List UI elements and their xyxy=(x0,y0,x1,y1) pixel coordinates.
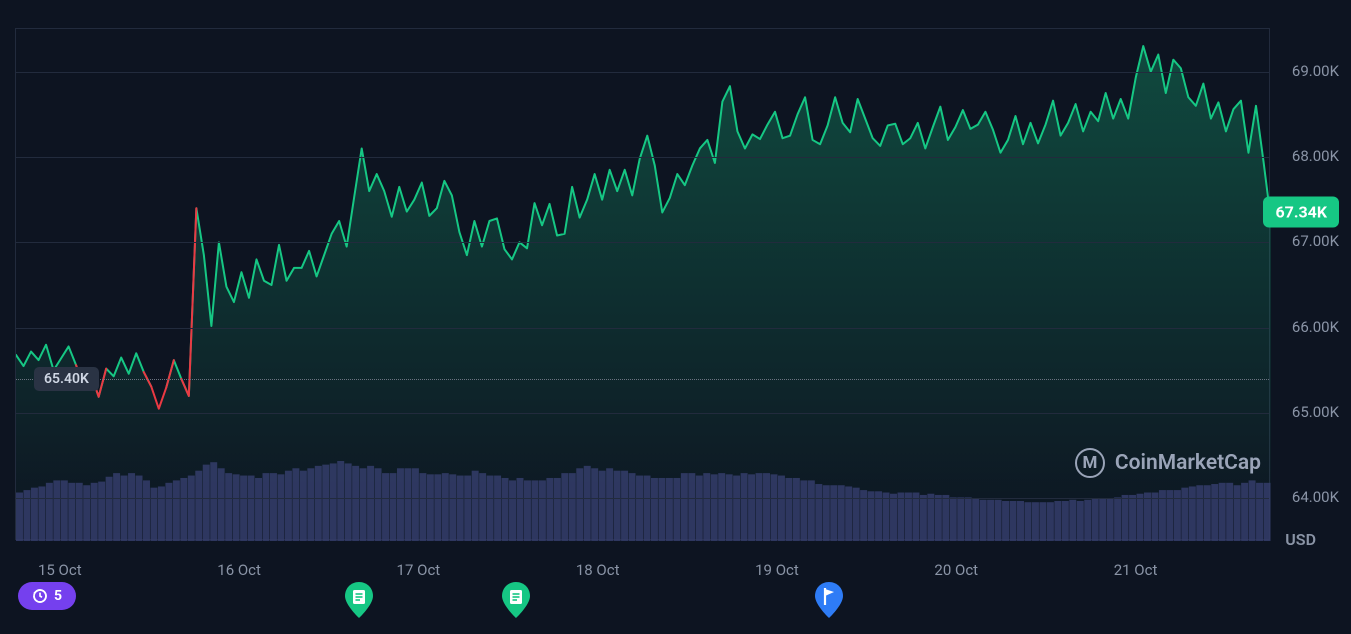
x-axis-label: 20 Oct xyxy=(934,561,978,579)
gridline xyxy=(16,242,1269,243)
x-axis-label: 15 Oct xyxy=(38,561,82,579)
snapshot-badge-label: 5 xyxy=(54,588,62,604)
snapshot-history-button[interactable]: 5 xyxy=(18,582,76,610)
y-axis-label: 67.00K xyxy=(1292,232,1339,250)
y-axis-label: 69.00K xyxy=(1292,62,1339,80)
y-axis-label: 65.00K xyxy=(1292,403,1339,421)
coinmarketcap-watermark: M CoinMarketCap xyxy=(1075,448,1261,478)
y-axis-label: 64.00K xyxy=(1292,488,1339,506)
event-doc-2[interactable] xyxy=(499,580,533,620)
y-axis-label: 68.00K xyxy=(1292,147,1339,165)
baseline-indicator-line xyxy=(16,379,1269,380)
gridline xyxy=(16,328,1269,329)
y-axis-label: 66.00K xyxy=(1292,318,1339,336)
current-price-badge: 67.34K xyxy=(1263,197,1339,228)
gridline xyxy=(16,413,1269,414)
x-axis-label: 16 Oct xyxy=(217,561,261,579)
x-axis-label: 17 Oct xyxy=(397,561,441,579)
event-flag-1[interactable] xyxy=(812,580,846,620)
gridline xyxy=(16,72,1269,73)
baseline-price-badge: 65.40K xyxy=(34,367,99,391)
coinmarketcap-logo-icon: M xyxy=(1075,448,1105,478)
gridline xyxy=(16,157,1269,158)
x-axis-label: 21 Oct xyxy=(1114,561,1158,579)
x-axis-label: 18 Oct xyxy=(576,561,620,579)
history-clock-icon xyxy=(32,588,48,604)
x-axis-label: 19 Oct xyxy=(755,561,799,579)
event-doc-1[interactable] xyxy=(342,580,376,620)
watermark-text: CoinMarketCap xyxy=(1115,451,1261,475)
gridline xyxy=(16,498,1269,499)
currency-label: USD xyxy=(1285,530,1316,549)
